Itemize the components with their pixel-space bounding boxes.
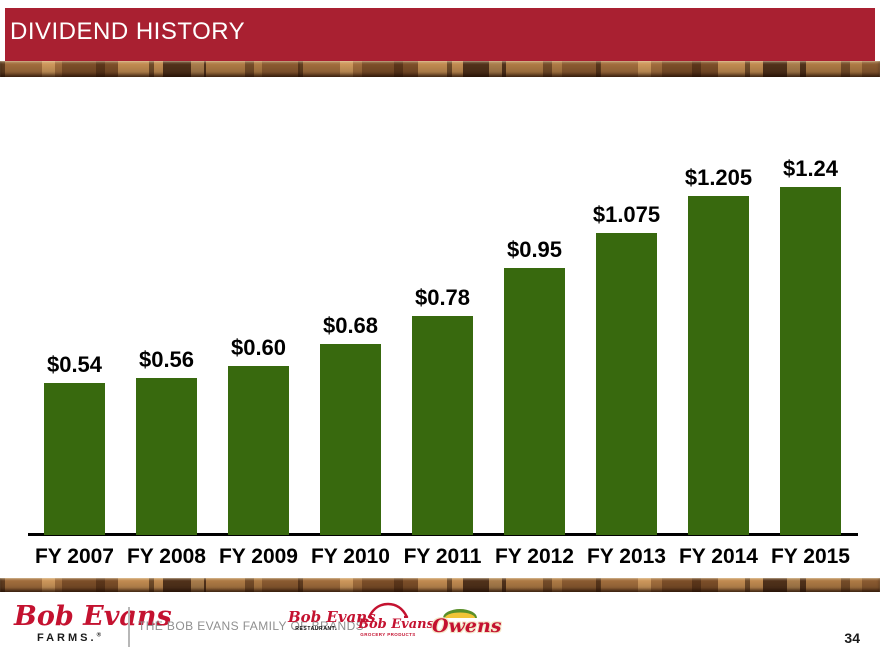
bar-fy-2015: [780, 187, 841, 535]
x-axis-label-fy-2014: FY 2014: [678, 545, 758, 568]
bar-value-label-fy-2013: $1.075: [592, 202, 661, 227]
x-axis-label-fy-2011: FY 2011: [403, 545, 482, 568]
x-axis-label-fy-2008: FY 2008: [126, 545, 206, 568]
bar-fy-2014: [688, 196, 749, 535]
owens-logo: Owens: [432, 606, 502, 637]
bob-evans-farms-logo: Bob Evans FARMS.®: [14, 601, 172, 644]
bob-evans-grocery-logo: Bob Evans GROCERY PRODUCTS: [358, 602, 434, 637]
farms-wordmark: FARMS.®: [14, 632, 124, 644]
x-axis-label-fy-2009: FY 2009: [218, 545, 298, 568]
bob-evans-grocery-script: Bob Evans: [358, 617, 434, 632]
bob-evans-restaurant-logo: Bob Evans RESTAURANT.: [288, 608, 376, 633]
grocery-products-wordmark: GROCERY PRODUCTS: [360, 632, 416, 637]
owens-script: Owens: [432, 615, 502, 637]
registered-mark-icon: ®: [96, 632, 101, 639]
bar-value-label-fy-2009: $0.60: [230, 335, 287, 360]
bar-fy-2007: [44, 383, 105, 535]
bar-fy-2013: [596, 233, 657, 535]
bob-evans-restaurant-script: Bob Evans: [288, 608, 376, 626]
bar-value-label-fy-2010: $0.68: [322, 313, 379, 338]
bar-value-label-fy-2007: $0.54: [46, 352, 103, 377]
header-bar: DIVIDEND HISTORY: [5, 8, 875, 61]
footer-divider-line: [128, 607, 130, 647]
barn-roof-icon: [367, 602, 409, 618]
bar-value-label-fy-2012: $0.95: [506, 237, 563, 262]
owens-arc-icon: [443, 609, 477, 618]
x-axis-label-fy-2013: FY 2013: [586, 545, 666, 568]
bar-fy-2011: [412, 316, 473, 535]
x-axis-label-fy-2007: FY 2007: [34, 545, 114, 568]
page-number: 34: [844, 630, 860, 646]
wood-divider-bottom: [0, 578, 880, 592]
bar-fy-2012: [504, 268, 565, 535]
wood-divider-top: [0, 61, 880, 77]
bar-fy-2010: [320, 344, 381, 535]
x-axis-label-fy-2010: FY 2010: [310, 545, 390, 568]
x-axis-label-fy-2015: FY 2015: [770, 545, 850, 568]
bar-value-label-fy-2015: $1.24: [782, 156, 839, 181]
bob-evans-farms-script: Bob Evans: [14, 601, 172, 632]
page-title: DIVIDEND HISTORY: [10, 18, 246, 45]
family-of-brands-text: THE BOB EVANS FAMILY OF BRANDS: [138, 619, 365, 633]
bar-value-label-fy-2011: $0.78: [414, 285, 471, 310]
bar-fy-2009: [228, 366, 289, 535]
bar-value-label-fy-2008: $0.56: [138, 347, 195, 372]
restaurant-wordmark: RESTAURANT.: [295, 626, 337, 632]
farms-wordmark-text: FARMS.: [37, 632, 97, 644]
bar-fy-2008: [136, 378, 197, 535]
bar-value-label-fy-2014: $1.205: [684, 165, 753, 190]
x-axis-label-fy-2012: FY 2012: [494, 545, 574, 568]
